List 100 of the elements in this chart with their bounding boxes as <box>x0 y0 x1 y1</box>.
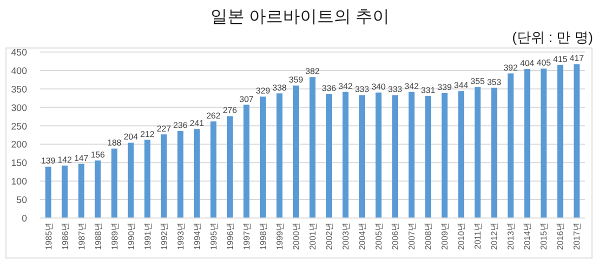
x-tick-label: 1986년 <box>60 222 70 250</box>
x-tick-label: 2002년 <box>324 222 334 250</box>
bar <box>342 92 349 218</box>
data-label: 342 <box>404 80 419 91</box>
bar <box>524 68 530 218</box>
x-tick-label: 2013년 <box>506 222 516 250</box>
bar <box>210 121 216 218</box>
bar <box>128 142 134 218</box>
bar <box>160 134 167 218</box>
x-tick-label: 1990년 <box>126 222 136 250</box>
y-tick-label: 0 <box>22 214 27 224</box>
data-label: 307 <box>239 94 254 104</box>
x-tick-label: 1992년 <box>158 222 169 250</box>
x-tick-label: 2016년 <box>555 222 566 250</box>
data-label: 276 <box>222 105 238 116</box>
bar <box>557 64 564 218</box>
bar <box>45 166 52 218</box>
x-tick-label: 1998년 <box>258 222 268 250</box>
data-label: 415 <box>553 54 568 64</box>
data-label: 188 <box>107 138 122 148</box>
x-tick-label: 2006년 <box>390 222 400 250</box>
x-tick-label: 1995년 <box>208 222 218 250</box>
data-label: 331 <box>421 84 436 95</box>
x-tick-label: 1987년 <box>76 222 86 250</box>
data-label: 241 <box>190 118 204 128</box>
bar <box>540 68 547 218</box>
bar <box>144 140 150 218</box>
data-label: 342 <box>338 80 353 91</box>
x-tick-label: 2010년 <box>456 222 466 250</box>
data-label: 336 <box>322 83 336 94</box>
bar <box>177 130 184 218</box>
data-label: 392 <box>504 62 518 72</box>
bar <box>276 93 282 218</box>
x-tick-label: 2000년 <box>290 222 301 250</box>
y-tick-label: 200 <box>11 140 27 151</box>
x-tick-label: 2017년 <box>572 222 582 250</box>
x-tick-label: 2003년 <box>340 222 351 250</box>
data-label: 212 <box>140 128 155 139</box>
bar <box>491 88 498 218</box>
data-label: 355 <box>470 76 486 86</box>
x-tick-label: 1989년 <box>109 222 120 250</box>
bar <box>243 104 250 218</box>
x-tick-label: 2005년 <box>374 222 384 250</box>
data-label: 344 <box>454 80 468 90</box>
y-tick-label: 400 <box>11 66 27 77</box>
x-tick-label: 2001년 <box>308 222 318 250</box>
data-label: 236 <box>173 120 188 130</box>
bar <box>425 96 432 218</box>
bar <box>94 160 101 218</box>
data-label: 353 <box>487 76 502 87</box>
x-tick-label: 1991년 <box>142 222 152 250</box>
x-tick-label: 2004년 <box>357 222 368 250</box>
bar <box>62 166 68 218</box>
y-tick-label: 50 <box>16 195 27 206</box>
x-tick-label: 1985년 <box>43 222 54 250</box>
x-tick-label: 1994년 <box>192 222 202 250</box>
bar <box>376 92 382 218</box>
y-tick-label: 450 <box>11 48 27 58</box>
data-label: 333 <box>388 84 402 94</box>
data-label: 382 <box>305 66 320 76</box>
bar <box>458 91 464 218</box>
y-tick-label: 100 <box>11 176 27 188</box>
y-tick-label: 300 <box>11 102 27 114</box>
bar <box>293 86 299 218</box>
data-label: 142 <box>58 154 72 165</box>
bar <box>310 77 316 218</box>
x-tick-label: 2012년 <box>489 222 500 250</box>
data-label: 339 <box>438 82 452 92</box>
bar <box>326 94 332 218</box>
data-label: 156 <box>90 149 106 160</box>
bar <box>392 95 398 218</box>
x-tick-label: 1997년 <box>241 222 252 250</box>
data-label: 262 <box>206 110 221 120</box>
bar <box>474 87 481 218</box>
y-tick-label: 250 <box>11 121 27 132</box>
data-label: 227 <box>156 123 172 134</box>
bar <box>78 164 84 218</box>
x-tick-label: 1993년 <box>175 222 186 250</box>
bar <box>194 129 200 218</box>
data-label: 404 <box>520 58 535 68</box>
bar <box>574 64 580 218</box>
x-tick-label: 1988년 <box>92 222 103 250</box>
y-tick-label: 150 <box>11 158 27 170</box>
text: (단위 : 만 명) <box>512 29 593 45</box>
chart-title: 일본 아르바이트의 추이 <box>210 7 390 26</box>
bar <box>359 95 366 218</box>
data-label: 139 <box>41 156 56 166</box>
y-tick-label: 350 <box>11 84 27 96</box>
data-label: 405 <box>536 58 552 68</box>
bar <box>111 148 118 218</box>
data-label: 329 <box>256 86 270 96</box>
data-label: 340 <box>371 82 386 92</box>
data-label: 417 <box>570 53 584 64</box>
x-tick-label: 2008년 <box>423 222 434 250</box>
x-tick-label: 1999년 <box>274 222 284 250</box>
data-label: 147 <box>74 152 89 163</box>
bar <box>226 116 233 218</box>
data-label: 359 <box>288 74 304 85</box>
data-label: 333 <box>354 84 370 94</box>
x-tick-label: 2009년 <box>440 222 450 250</box>
